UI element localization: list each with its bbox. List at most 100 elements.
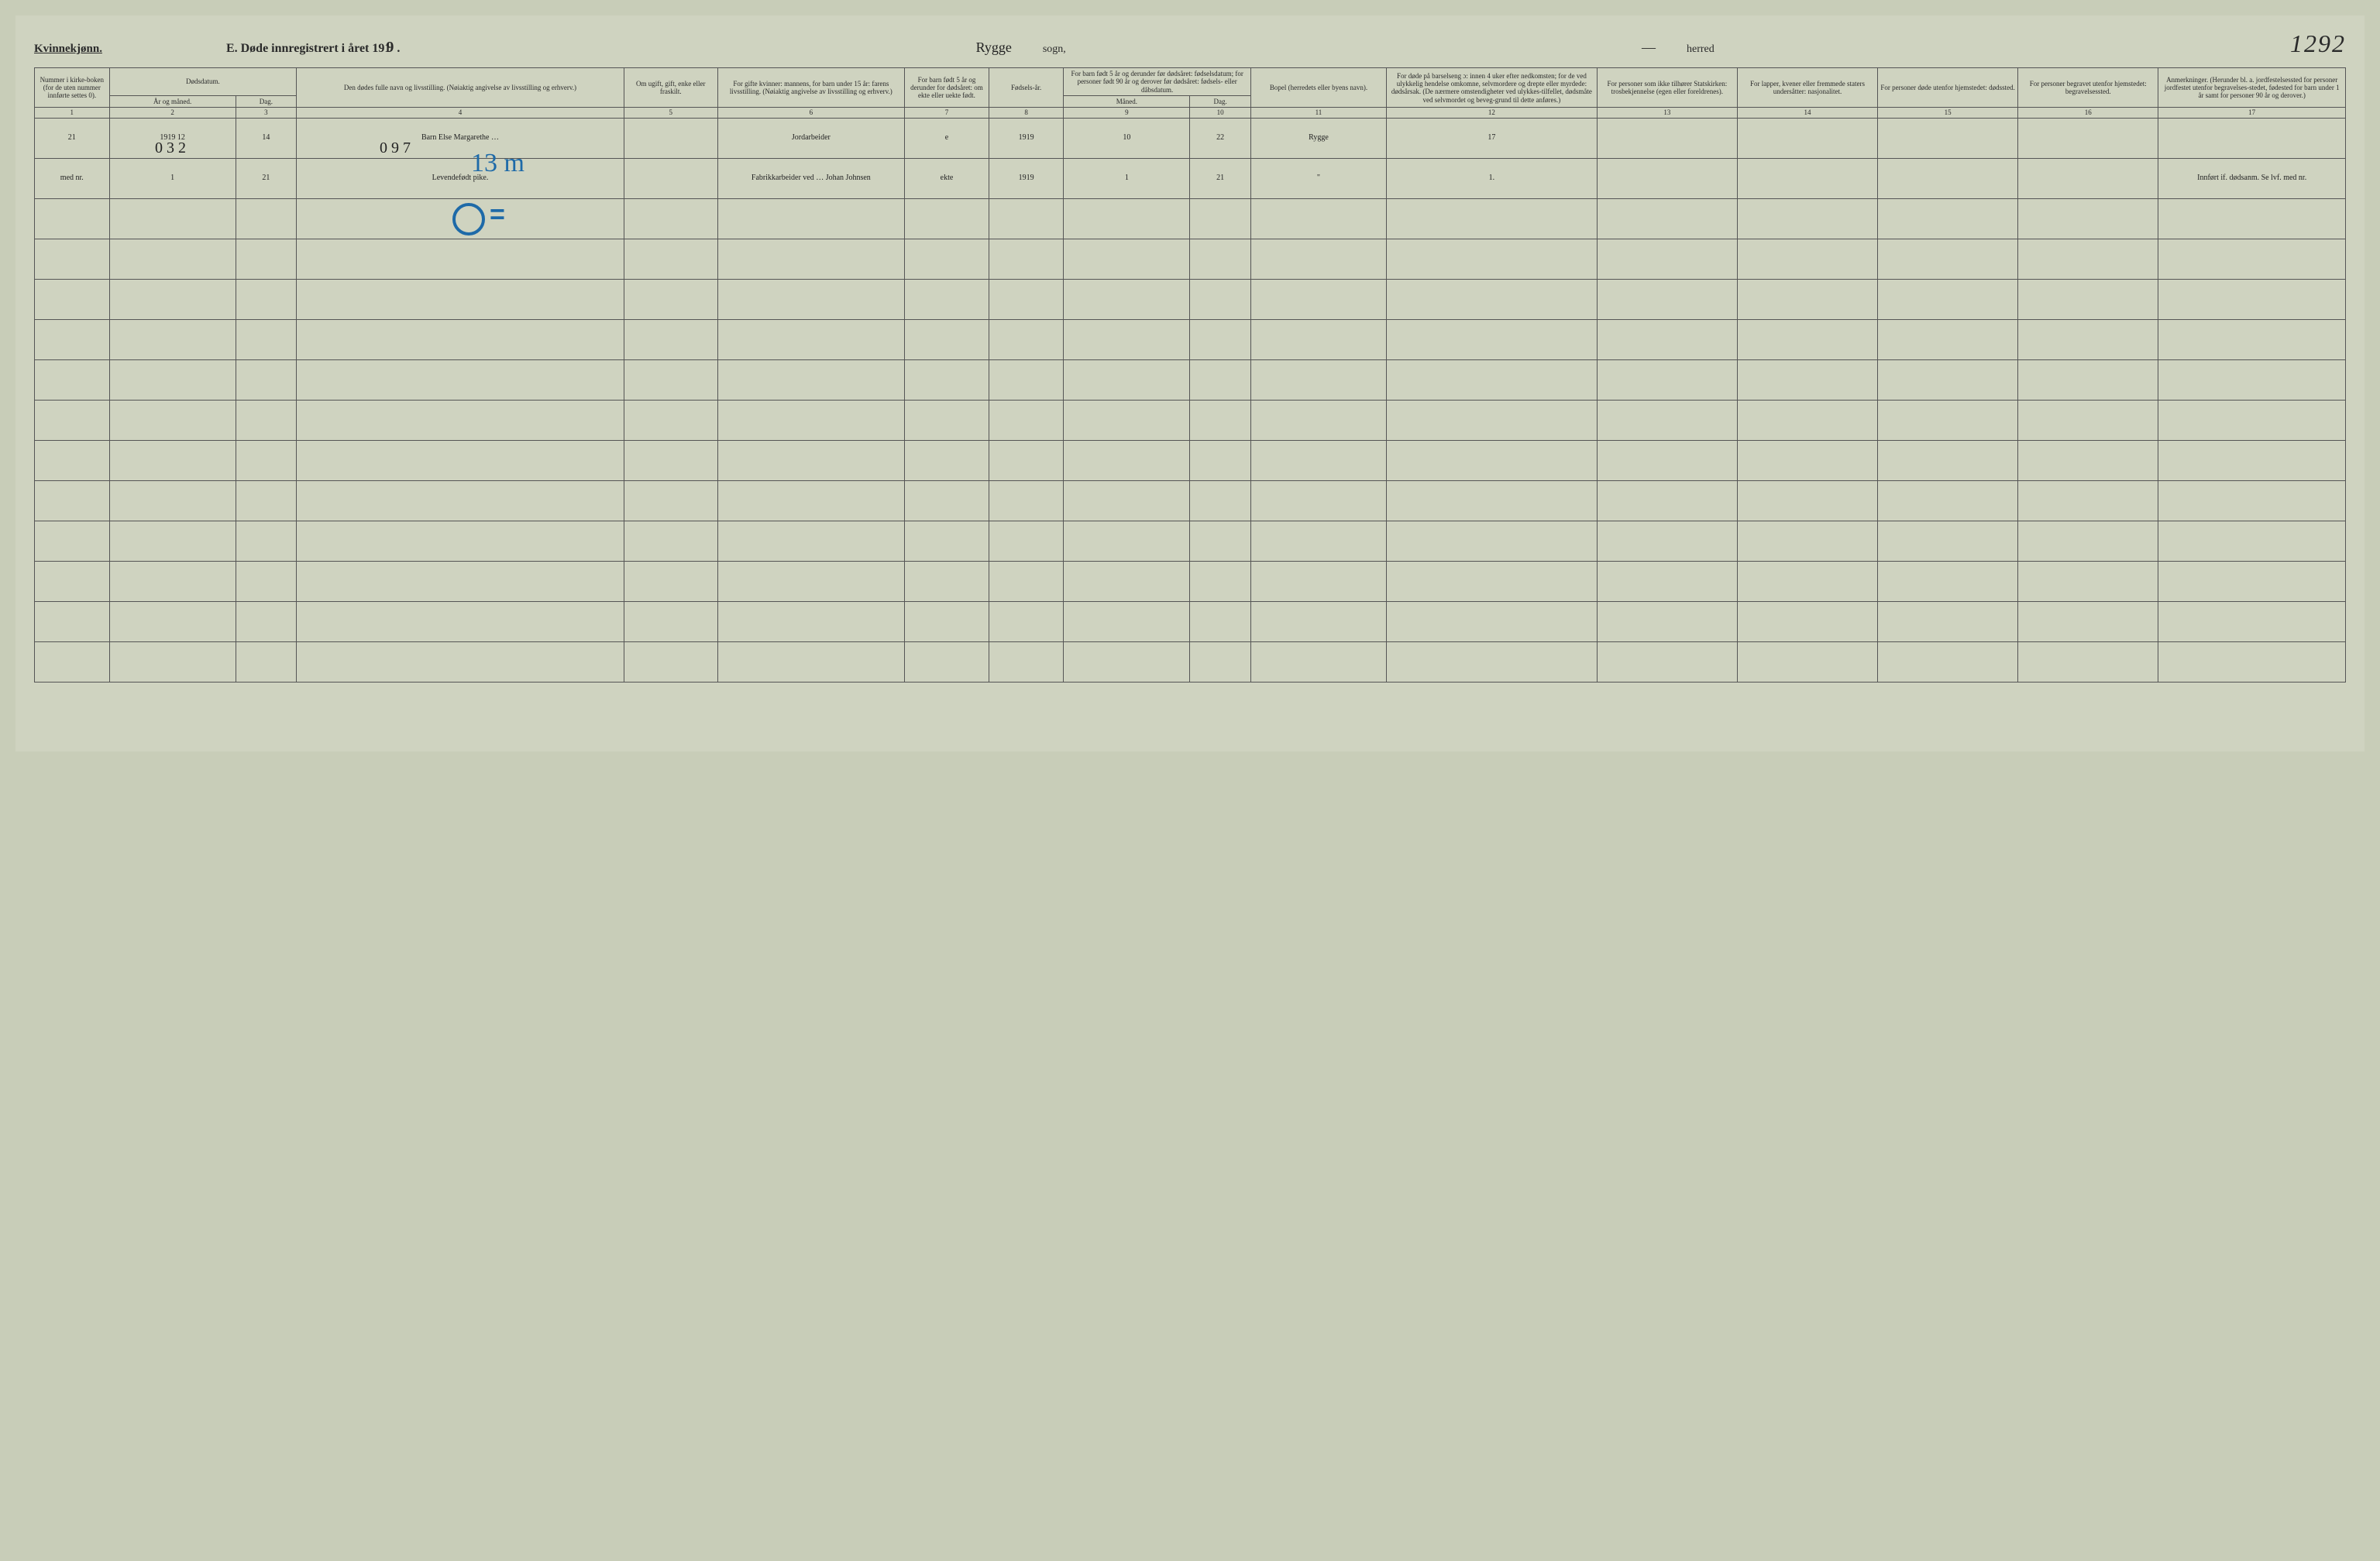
col-header: Om ugift, gift, enke eller fraskilt. <box>624 68 717 108</box>
cell-empty <box>905 561 989 601</box>
cell-empty <box>1190 641 1250 682</box>
cell-empty <box>624 521 717 561</box>
cell-empty <box>905 198 989 239</box>
cell-empty <box>624 400 717 440</box>
cell-empty <box>989 400 1064 440</box>
cell-empty <box>297 641 624 682</box>
cell-empty <box>236 400 296 440</box>
ledger-page: Kvinnekjønn. E. Døde innregistrert i åre… <box>15 15 2365 751</box>
cell-empty <box>35 521 110 561</box>
col-header: For døde på barselseng ɔ: innen 4 uker e… <box>1387 68 1598 108</box>
cell-empty <box>297 521 624 561</box>
col-subheader: Måned. <box>1064 96 1190 108</box>
cell: 21 <box>35 118 110 158</box>
cell-empty <box>989 561 1064 601</box>
cell-empty <box>1597 521 1737 561</box>
cell-empty <box>1250 601 1386 641</box>
cell: Fabrikkarbeider ved … Johan Johnsen <box>717 158 905 198</box>
cell-empty <box>1878 400 2018 440</box>
cell-empty <box>35 440 110 480</box>
cell-empty <box>2158 641 2346 682</box>
cell-empty <box>1064 521 1190 561</box>
col-number: 12 <box>1387 108 1598 118</box>
cell-empty <box>2158 601 2346 641</box>
cell-empty <box>109 521 236 561</box>
cell-empty <box>624 561 717 601</box>
cell-empty <box>109 601 236 641</box>
gender-label: Kvinnekjønn. <box>34 43 102 56</box>
cell-empty <box>35 239 110 279</box>
cell-empty <box>717 239 905 279</box>
cell-empty <box>1387 521 1598 561</box>
cell-empty <box>1597 359 1737 400</box>
cell: Jordarbeider <box>717 118 905 158</box>
cell-empty <box>624 198 717 239</box>
cell-empty <box>1387 480 1598 521</box>
cell-empty <box>1597 440 1737 480</box>
cell-empty <box>905 359 989 400</box>
table-row-empty <box>35 561 2346 601</box>
col-subheader: År og måned. <box>109 96 236 108</box>
cell-empty <box>1250 198 1386 239</box>
cell: Barn Else Margarethe … <box>297 118 624 158</box>
col-header: For gifte kvinner: mannens, for barn und… <box>717 68 905 108</box>
cell-empty <box>905 601 989 641</box>
cell-empty <box>905 279 989 319</box>
cell-empty <box>2018 400 2158 440</box>
cell-empty <box>717 198 905 239</box>
cell-empty <box>297 198 624 239</box>
cell-empty <box>109 359 236 400</box>
cell: 1919 <box>989 158 1064 198</box>
col-number: 8 <box>989 108 1064 118</box>
cell-empty <box>297 400 624 440</box>
cell-empty <box>2018 641 2158 682</box>
cell-empty <box>1064 400 1190 440</box>
col-header: For personer begravet utenfor hjemstedet… <box>2018 68 2158 108</box>
cell <box>2018 158 2158 198</box>
cell: 17 <box>1387 118 1598 158</box>
cell-empty <box>1737 480 1877 521</box>
cell-empty <box>297 279 624 319</box>
cell-empty <box>989 319 1064 359</box>
cell-empty <box>297 440 624 480</box>
cell-empty <box>1387 319 1598 359</box>
cell-empty <box>297 561 624 601</box>
cell-empty <box>989 359 1064 400</box>
cell-empty <box>624 279 717 319</box>
cell-empty <box>2018 561 2158 601</box>
cell-empty <box>989 279 1064 319</box>
table-row-empty <box>35 440 2346 480</box>
cell-empty <box>236 561 296 601</box>
col-header: For lapper, kvener eller fremmede stater… <box>1737 68 1877 108</box>
cell-empty <box>35 601 110 641</box>
cell: Levendefødt pike. <box>297 158 624 198</box>
cell: ekte <box>905 158 989 198</box>
cell-empty <box>1064 601 1190 641</box>
cell-empty <box>2158 359 2346 400</box>
col-header: Den dødes fulle navn og livsstilling. (N… <box>297 68 624 108</box>
cell-empty <box>1250 561 1386 601</box>
cell-empty <box>2018 319 2158 359</box>
form-title: E. Døde innregistrert i året 1919 . <box>226 39 400 57</box>
cell-empty <box>1387 601 1598 641</box>
cell-empty <box>109 561 236 601</box>
cell <box>1878 158 2018 198</box>
cell-empty <box>1878 198 2018 239</box>
cell: Innført if. dødsanm. Se lvf. med nr. <box>2158 158 2346 198</box>
cell-empty <box>1190 239 1250 279</box>
cell-empty <box>2018 239 2158 279</box>
cell-empty <box>109 440 236 480</box>
cell-empty <box>989 521 1064 561</box>
table-row-empty <box>35 319 2346 359</box>
col-header: Dødsdatum. <box>109 68 297 96</box>
cell: 22 <box>1190 118 1250 158</box>
cell-empty <box>35 480 110 521</box>
cell-empty <box>1064 440 1190 480</box>
cell-empty <box>297 239 624 279</box>
col-number: 14 <box>1737 108 1877 118</box>
col-header: For barn født 5 år og derunder før dødså… <box>1064 68 1251 96</box>
table-row-empty <box>35 521 2346 561</box>
cell-empty <box>2018 521 2158 561</box>
cell: e <box>905 118 989 158</box>
col-number: 17 <box>2158 108 2346 118</box>
